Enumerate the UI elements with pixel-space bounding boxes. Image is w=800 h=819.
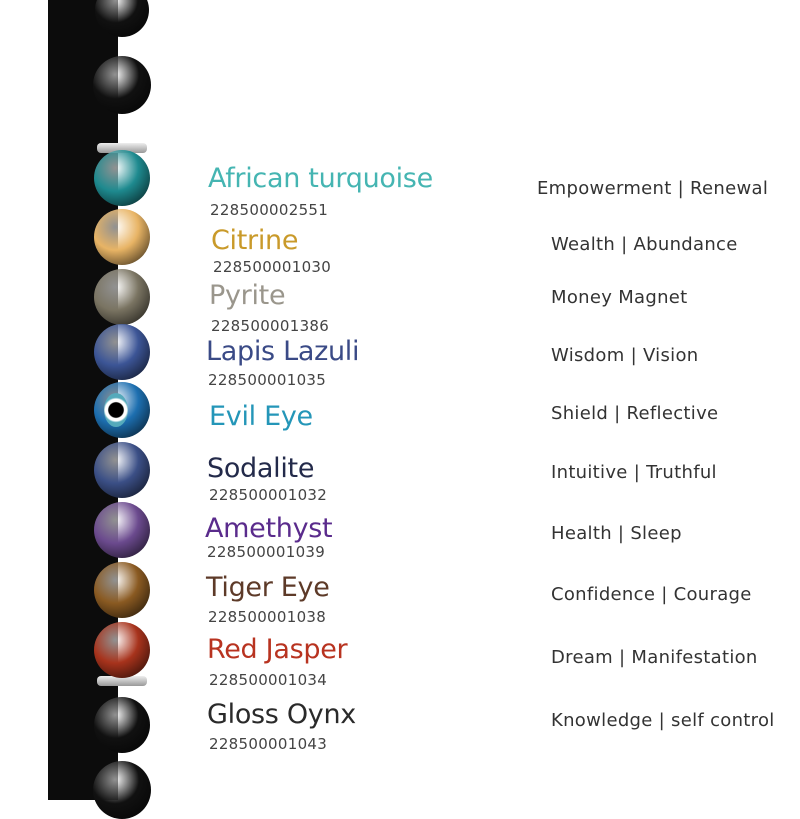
bead-tiger-eye [94,562,150,618]
bead-amethyst [94,502,150,558]
bead-red-jasper [94,622,150,678]
stone-name: Citrine [211,225,299,256]
stone-code: 228500002551 [210,201,329,219]
onyx-bead [93,56,151,114]
stone-code: 228500001034 [209,671,328,689]
evil-eye-pupil [104,393,128,427]
stone-code: 228500001035 [208,371,327,389]
stone-code: 228500001386 [211,317,330,335]
stone-property: Money Magnet [551,287,688,308]
stone-property: Empowerment | Renewal [537,178,769,199]
stone-name: Gloss Oynx [207,699,356,730]
stone-property: Wealth | Abundance [551,234,738,255]
stone-property: Shield | Reflective [551,403,719,424]
stone-code: 228500001039 [207,543,326,561]
bead-gloss-oynx [94,697,150,753]
stone-code: 228500001038 [208,608,327,626]
stone-property: Knowledge | self control [551,710,775,731]
bead-african-turquoise [94,150,150,206]
stone-property: Intuitive | Truthful [551,462,717,483]
bead-pyrite [94,269,150,325]
stone-name: Amethyst [205,513,333,544]
stone-name: African turquoise [208,163,433,194]
bead-lapis-lazuli [94,324,150,380]
stone-code: 228500001032 [209,486,328,504]
bead-sodalite [94,442,150,498]
stone-name: Tiger Eye [206,572,330,603]
stone-name: Lapis Lazuli [206,336,360,367]
stone-code: 228500001043 [209,735,328,753]
stone-property: Health | Sleep [551,523,682,544]
stone-property: Dream | Manifestation [551,647,758,668]
spacer-bead [97,143,147,153]
stone-name: Evil Eye [209,401,313,432]
spacer-bead [97,676,147,686]
bead-citrine [94,209,150,265]
stone-name: Sodalite [207,453,315,484]
stone-name: Red Jasper [207,634,348,665]
onyx-bead [93,761,151,819]
stone-property: Confidence | Courage [551,584,752,605]
stone-code: 228500001030 [213,258,332,276]
stone-property: Wisdom | Vision [551,345,699,366]
stone-name: Pyrite [209,280,286,311]
